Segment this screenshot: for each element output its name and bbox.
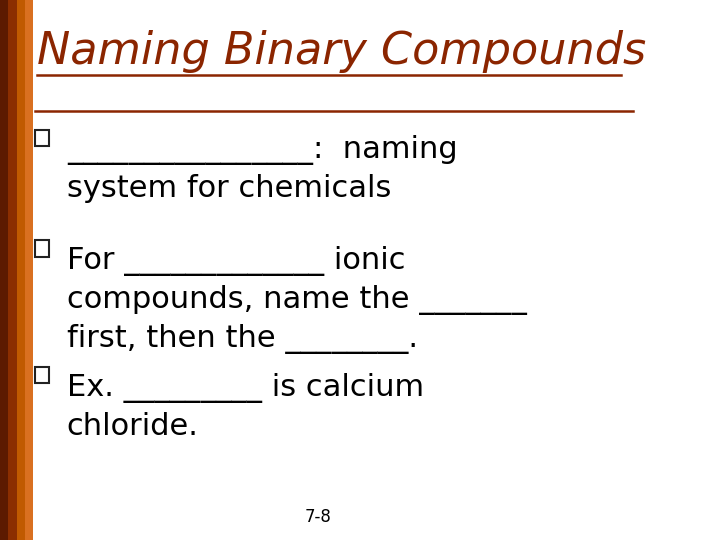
Bar <box>24 0 33 540</box>
Bar <box>17 0 24 540</box>
Bar <box>8 0 17 540</box>
Bar <box>0 0 8 540</box>
Text: ________________:  naming
system for chemicals: ________________: naming system for chem… <box>67 135 457 203</box>
Bar <box>35 240 49 256</box>
Text: Ex. _________ is calcium
chloride.: Ex. _________ is calcium chloride. <box>67 373 424 441</box>
Bar <box>35 130 49 146</box>
Text: Naming Binary Compounds: Naming Binary Compounds <box>37 30 646 73</box>
Bar <box>35 367 49 383</box>
Text: For _____________ ionic
compounds, name the _______
first, then the ________.: For _____________ ionic compounds, name … <box>67 246 527 354</box>
Text: 7-8: 7-8 <box>305 509 332 526</box>
